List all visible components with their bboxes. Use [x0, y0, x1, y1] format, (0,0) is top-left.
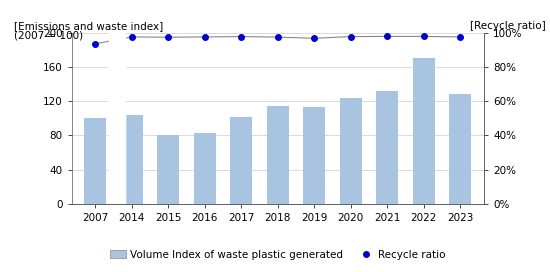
Bar: [376, 91, 398, 204]
Bar: [340, 98, 362, 204]
Bar: [449, 94, 471, 204]
Bar: [84, 118, 106, 204]
Bar: [194, 133, 216, 204]
Text: [Emissions and waste index]: [Emissions and waste index]: [14, 21, 163, 31]
Bar: [157, 135, 179, 204]
Bar: [303, 107, 325, 204]
Bar: [109, 33, 125, 204]
Bar: [413, 58, 435, 204]
Legend: Volume Index of waste plastic generated, Recycle ratio: Volume Index of waste plastic generated,…: [106, 246, 450, 264]
Bar: [267, 106, 289, 204]
Bar: [121, 115, 142, 204]
Bar: [230, 117, 252, 204]
Bar: [109, 33, 125, 204]
Text: (2007 = 100): (2007 = 100): [14, 30, 83, 40]
Text: [Recycle ratio]: [Recycle ratio]: [470, 21, 546, 31]
